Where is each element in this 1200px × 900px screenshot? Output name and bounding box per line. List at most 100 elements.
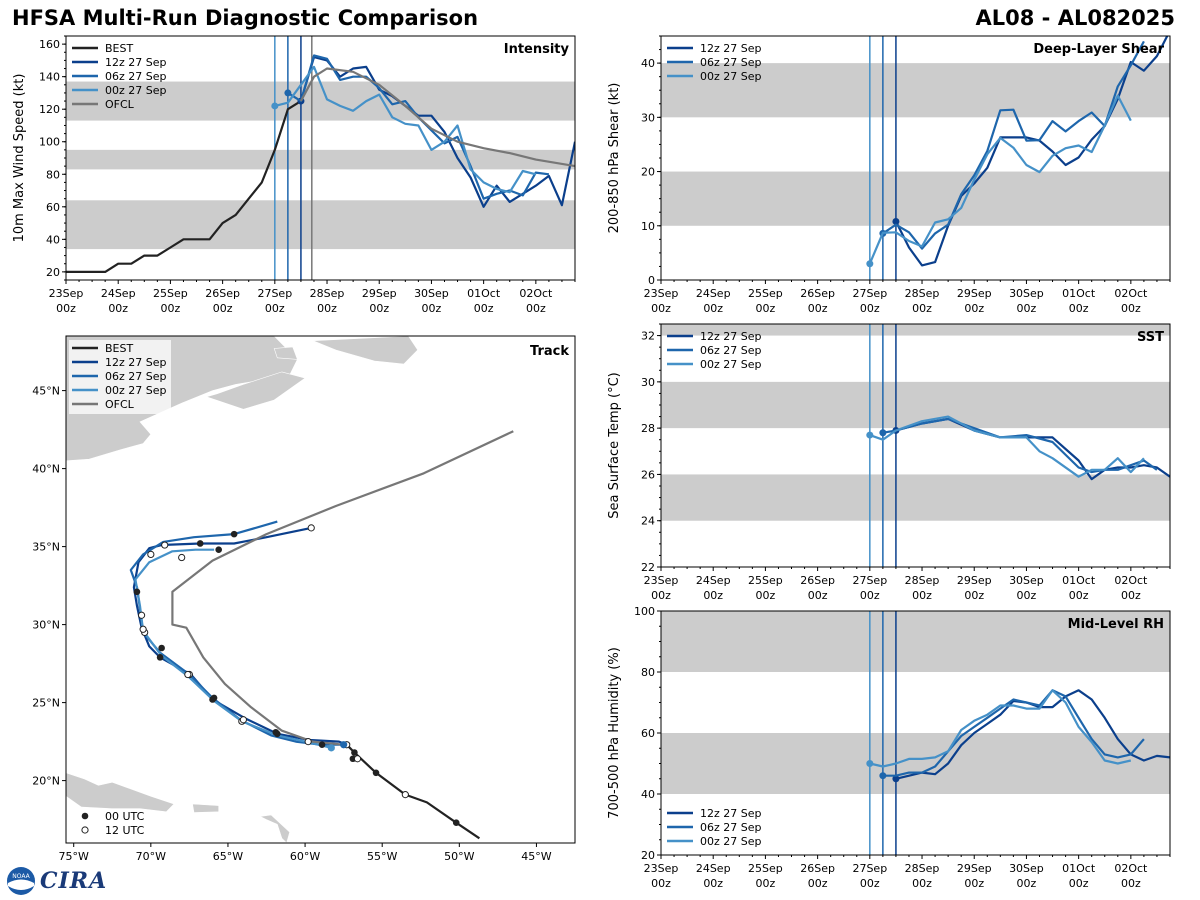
rh-xtick-label: 23Sep — [644, 862, 679, 875]
shear-legend-label: 06z 27 Sep — [700, 56, 762, 69]
shear-xtick-label: 23Sep — [644, 287, 679, 300]
track-marker-12utc — [401, 791, 409, 799]
sst-xtick-label: 27Sep — [852, 574, 887, 587]
sst-ytick-label: 24 — [641, 515, 655, 528]
intensity-xtick-label: 00z — [265, 302, 285, 315]
intensity-legend-label: 06z 27 Sep — [105, 70, 167, 83]
intensity-xtick-label: 00z — [56, 302, 76, 315]
intensity-series-best — [66, 100, 302, 273]
track-xtick-label: 70°W — [136, 850, 166, 863]
rh-xtick-label: 29Sep — [957, 862, 992, 875]
rh-series-group — [866, 689, 1170, 783]
intensity-band — [66, 149, 575, 170]
rh-xtick-label: 00z — [756, 877, 776, 890]
sst-band — [661, 474, 1170, 521]
rh-init-point — [879, 772, 887, 780]
intensity-xtick-label: 26Sep — [205, 287, 240, 300]
sst-band — [661, 324, 1170, 336]
cira-logo: NOAA CIRA — [6, 866, 107, 896]
rh-xtick-label: 25Sep — [748, 862, 783, 875]
rh-ytick-label: 100 — [634, 605, 655, 618]
sst-xtick-label: 28Sep — [905, 574, 940, 587]
shear-xtick-label: 25Sep — [748, 287, 783, 300]
rh-init-point — [892, 775, 900, 783]
rh-xtick-label: 01Oct — [1062, 862, 1096, 875]
intensity-ytick-label: 160 — [39, 38, 60, 51]
rh-series-run06z — [882, 689, 1145, 777]
shear-legend-label: 00z 27 Sep — [700, 70, 762, 83]
noaa-emblem-icon: NOAA — [7, 867, 35, 895]
rh-series-run00z — [869, 689, 1132, 768]
sst-xtick-label: 00z — [651, 589, 671, 602]
shear-xtick-label: 01Oct — [1062, 287, 1096, 300]
track-marker-12utc — [137, 611, 146, 619]
track-landmass — [66, 772, 175, 813]
track-marker-00utc — [196, 540, 204, 547]
track-legend-label: 00z 27 Sep — [105, 384, 167, 397]
shear-xtick-label: 02Oct — [1114, 287, 1148, 300]
rh-xtick-label: 02Oct — [1114, 862, 1148, 875]
shear-ytick-label: 0 — [648, 274, 655, 287]
track-legend-label: 06z 27 Sep — [105, 370, 167, 383]
track-marker-12utc — [304, 738, 312, 746]
intensity-xtick-label: 29Sep — [362, 287, 397, 300]
track-xtick-label: 60°W — [290, 850, 320, 863]
rh-xtick-label: 00z — [703, 877, 723, 890]
track-series-best — [345, 743, 481, 840]
intensity-legend-label: 12z 27 Sep — [105, 56, 167, 69]
track-xtick-label: 55°W — [367, 850, 397, 863]
track-legend-label: 00 UTC — [105, 810, 145, 823]
storm-id: AL08 - AL082025 — [975, 6, 1176, 30]
track-marker-12utc — [161, 541, 169, 549]
intensity-legend-label: OFCL — [105, 98, 135, 111]
track-legend-label: 12z 27 Sep — [105, 356, 167, 369]
intensity-xtick-label: 24Sep — [101, 287, 136, 300]
intensity-xtick-label: 27Sep — [257, 287, 292, 300]
sst-band — [661, 381, 1170, 429]
sst-legend-label: 12z 27 Sep — [700, 330, 762, 343]
track-ytick-label: 20°N — [32, 775, 60, 788]
shear-xtick-label: 00z — [756, 302, 776, 315]
intensity-legend-label: BEST — [105, 42, 133, 55]
rh-ytick-label: 60 — [641, 727, 655, 740]
shear-xtick-label: 00z — [1121, 302, 1141, 315]
intensity-xtick-label: 00z — [474, 302, 494, 315]
intensity-xtick-label: 25Sep — [153, 287, 188, 300]
track-marker-12utc — [239, 716, 247, 724]
track-landmass — [192, 803, 219, 813]
shear-series-run00z — [868, 94, 1132, 265]
sst-ylabel: Sea Surface Temp (°C) — [607, 372, 622, 519]
shear-xtick-label: 00z — [1069, 302, 1089, 315]
track-marker-12utc — [139, 625, 147, 633]
intensity-series-run12z — [299, 55, 575, 208]
sst-xtick-label: 00z — [1069, 589, 1089, 602]
intensity-init-point — [284, 89, 292, 97]
track-marker-12utc — [353, 755, 362, 763]
rh-xtick-label: 00z — [808, 877, 828, 890]
rh-xtick-label: 30Sep — [1009, 862, 1044, 875]
sst-xtick-label: 00z — [756, 589, 776, 602]
track-title: Track — [530, 344, 569, 359]
rh-xtick-label: 00z — [1017, 877, 1037, 890]
track-marker-12utc — [178, 553, 186, 562]
track-series-ofcl — [171, 430, 514, 746]
shear-series-run06z — [882, 40, 1145, 250]
intensity-xtick-label: 00z — [369, 302, 389, 315]
intensity-ytick-label: 100 — [39, 136, 60, 149]
track-marker-00utc — [133, 588, 141, 596]
sst-legend-label: 00z 27 Sep — [700, 358, 762, 371]
sst-ytick-label: 26 — [641, 468, 655, 481]
panel-intensity: 20 40 60 80 100 120 140 160 23Sep 00z 24Sep 00z 25Se… — [12, 35, 576, 315]
intensity-ylabel: 10m Max Wind Speed (kt) — [12, 74, 27, 243]
panel-sst: 22 24 26 28 30 32 23Sep 00z 24Sep 00z 25Sep 00z 26Se… — [607, 323, 1171, 602]
shear-xtick-label: 00z — [651, 302, 671, 315]
sst-xtick-label: 00z — [1121, 589, 1141, 602]
track-legend-label: OFCL — [105, 398, 135, 411]
track-marker-00utc — [215, 546, 222, 554]
intensity-legend-label: 00z 27 Sep — [105, 84, 167, 97]
intensity-ytick-label: 80 — [46, 168, 60, 181]
track-legend-label: 12 UTC — [105, 824, 145, 837]
shear-xtick-label: 24Sep — [696, 287, 731, 300]
sst-title: SST — [1137, 330, 1164, 345]
